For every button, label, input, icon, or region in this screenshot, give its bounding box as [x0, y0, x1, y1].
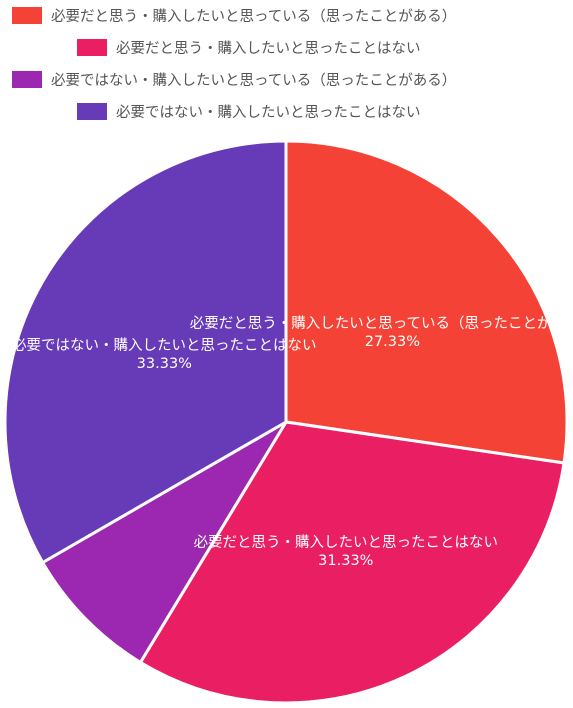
slice-label: 必要だと思う・購入したいと思ったことはない	[194, 534, 499, 551]
slice-value-label: 33.33%	[137, 356, 192, 372]
slice-label: 必要だと思う・購入したいと思っている（思ったことがある）	[190, 315, 573, 332]
legend-swatch	[12, 70, 42, 88]
slice-label: 必要ではない・購入したいと思ったことはない	[12, 337, 317, 354]
pie-labels: 必要だと思う・購入したいと思っている（思ったことがある） 27.33% 必要だと思う…	[12, 315, 573, 569]
chart-legend: 必要だと思う・購入したいと思っている（思ったことがある） 必要だと思う・購入した…	[0, 0, 573, 130]
slice-value-label: 31.33%	[318, 553, 373, 569]
pie-slices	[3, 139, 569, 705]
legend-label: 必要ではない・購入したいと思っている（思ったことがある）	[51, 72, 457, 89]
slice-value-label: 27.33%	[365, 334, 420, 350]
legend-item[interactable]: 必要だと思う・購入したいと思っている（思ったことがある）	[12, 3, 456, 27]
legend-item[interactable]: 必要だと思う・購入したいと思ったことはない	[77, 35, 421, 59]
pie-slice[interactable]	[41, 420, 288, 664]
pie-slice[interactable]	[3, 139, 288, 564]
pie-slice[interactable]	[138, 420, 566, 705]
legend-item[interactable]: 必要ではない・購入したいと思ったことはない	[77, 99, 421, 123]
legend-swatch	[77, 38, 107, 56]
legend-label: 必要だと思う・購入したいと思ったことはない	[116, 40, 421, 57]
legend-label: 必要だと思う・購入したいと思っている（思ったことがある）	[51, 8, 457, 25]
pie-slice[interactable]	[284, 139, 569, 465]
legend-label: 必要ではない・購入したいと思ったことはない	[116, 104, 421, 121]
legend-swatch	[12, 6, 42, 24]
legend-swatch	[77, 102, 107, 120]
legend-item[interactable]: 必要ではない・購入したいと思っている（思ったことがある）	[12, 67, 456, 91]
